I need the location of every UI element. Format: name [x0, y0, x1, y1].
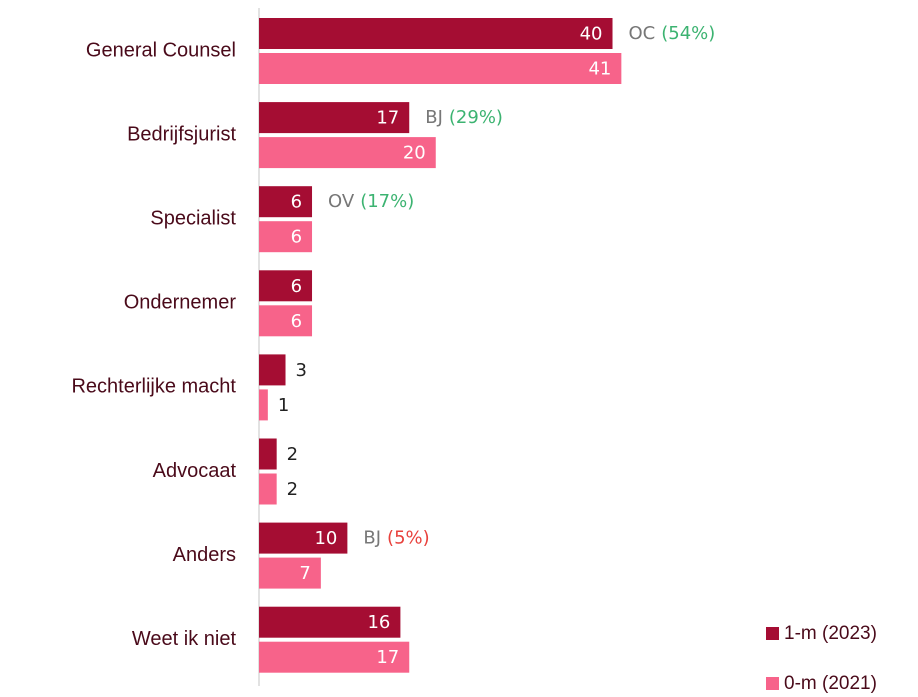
value-label: 6	[291, 227, 302, 248]
legend-swatch	[766, 627, 779, 640]
category-label: Specialist	[150, 207, 236, 229]
value-label: 6	[291, 311, 302, 332]
category-label: Weet ik niet	[132, 628, 237, 650]
annotation-change: (17%)	[360, 191, 414, 212]
legend-swatch	[766, 677, 779, 690]
bar	[259, 557, 321, 589]
annotation: OC (54%)	[629, 23, 716, 44]
bar	[259, 438, 277, 470]
legend-label: 1-m (2023)	[784, 623, 877, 644]
annotation: BJ (29%)	[425, 107, 503, 128]
bar	[259, 186, 313, 218]
value-label: 1	[278, 395, 289, 416]
bar	[259, 305, 313, 337]
annotation-code: OC	[629, 23, 656, 44]
annotation-code: BJ	[363, 528, 381, 549]
category-label: Rechterlijke macht	[71, 376, 236, 398]
bar	[259, 606, 401, 638]
category-label: Ondernemer	[124, 292, 237, 314]
bar	[259, 221, 313, 253]
category-label: General Counsel	[86, 39, 236, 61]
value-label: 17	[376, 647, 399, 668]
bar	[259, 270, 313, 302]
value-label: 40	[580, 24, 603, 45]
value-label: 20	[403, 143, 426, 164]
value-label: 16	[367, 612, 390, 633]
annotation-code: BJ	[425, 107, 443, 128]
value-label: 41	[588, 59, 611, 80]
value-label: 3	[296, 360, 307, 381]
value-label: 7	[299, 563, 310, 584]
bar	[259, 18, 613, 49]
bar	[259, 473, 277, 505]
bar	[259, 137, 436, 169]
annotation-change: (5%)	[387, 528, 430, 549]
bar	[259, 354, 286, 386]
value-label: 17	[376, 108, 399, 129]
value-label: 2	[287, 479, 298, 500]
value-label: 6	[291, 276, 302, 297]
bar	[259, 389, 268, 421]
bar	[259, 102, 410, 134]
annotation-change: (54%)	[661, 23, 715, 44]
category-label: Bedrijfsjurist	[127, 123, 236, 145]
annotation: BJ (5%)	[363, 528, 429, 549]
category-label: Anders	[173, 544, 236, 566]
annotation-code: OV	[328, 191, 355, 212]
legend-label: 0-m (2021)	[784, 673, 877, 694]
value-label: 6	[291, 192, 302, 213]
category-label: Advocaat	[153, 460, 237, 482]
value-label: 10	[314, 528, 337, 549]
bar	[259, 522, 348, 554]
bar	[259, 53, 622, 84]
annotation: OV (17%)	[328, 191, 414, 212]
value-label: 2	[287, 444, 298, 465]
annotation-change: (29%)	[449, 107, 503, 128]
bar	[259, 641, 410, 673]
